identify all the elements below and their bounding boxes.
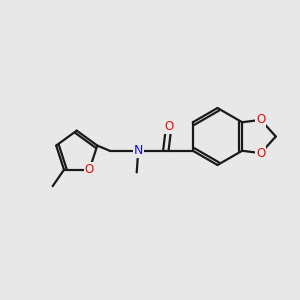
Text: O: O <box>256 113 266 126</box>
Text: N: N <box>134 144 143 157</box>
Text: O: O <box>164 120 173 133</box>
Text: O: O <box>85 163 94 176</box>
Text: O: O <box>256 147 266 160</box>
